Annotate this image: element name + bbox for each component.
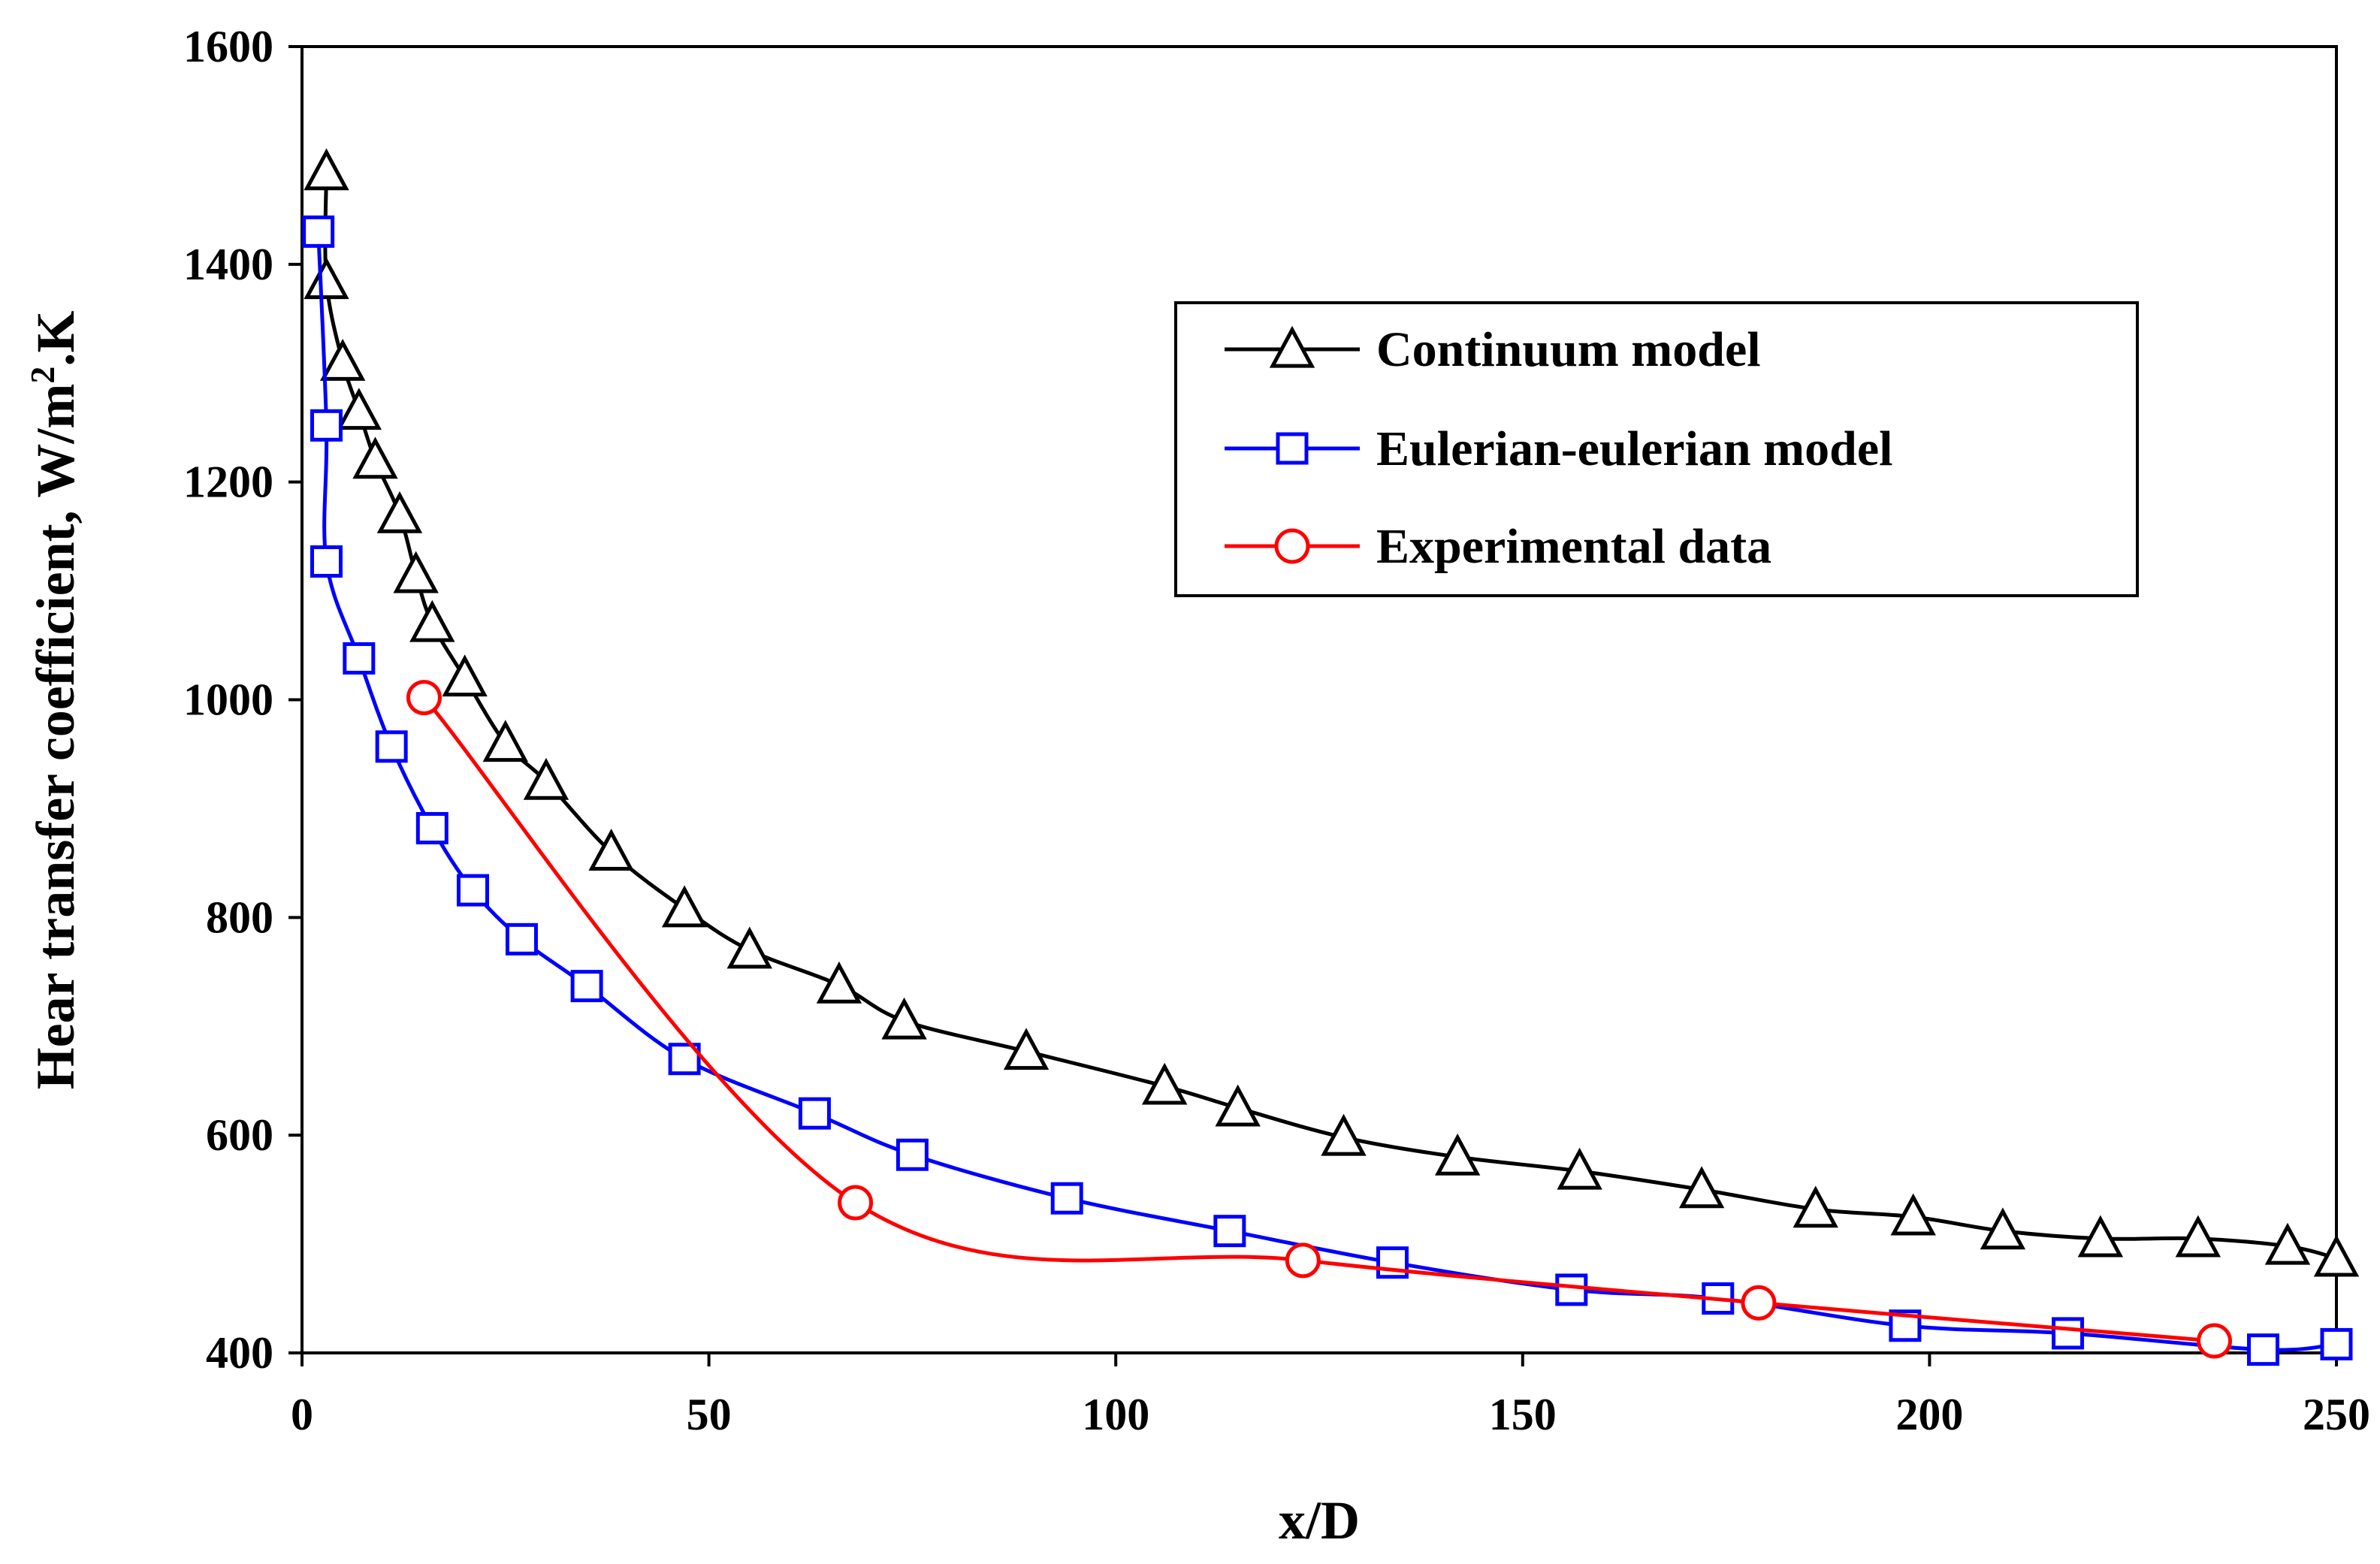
data-point-circle [838, 1185, 874, 1221]
legend-entries: Continuum model Eulerian-eulerian model Ex… [1225, 322, 1892, 574]
series-circle [406, 680, 2233, 1359]
data-point-triangle [881, 997, 927, 1040]
legend-marker-circle [1274, 528, 1310, 564]
y-tick-label: 1600 [183, 22, 273, 71]
y-axis-label-superscript: 2 [23, 367, 62, 384]
data-point-triangle [1434, 1133, 1481, 1176]
y-tick-label: 1000 [183, 675, 273, 725]
data-point-triangle [661, 885, 708, 928]
data-point-square [1555, 1273, 1588, 1306]
data-point-triangle [304, 257, 349, 300]
data-point-square [570, 970, 603, 1003]
x-tick-label: 150 [1489, 1390, 1557, 1439]
data-point-square [343, 642, 376, 675]
series-line [422, 696, 2215, 1343]
y-axis-label-suffix: .K [26, 311, 86, 367]
data-point-circle [2197, 1323, 2233, 1359]
data-point-triangle [523, 757, 569, 800]
data-point-circle [406, 680, 442, 716]
y-axis-label: Hear transfer coefficient, W/m2.K [23, 311, 86, 1090]
data-point-square [2320, 1327, 2353, 1360]
y-tick-label: 1200 [183, 457, 273, 507]
data-point-square [375, 730, 408, 763]
data-point-square [456, 874, 489, 907]
data-point-triangle [1678, 1166, 1725, 1209]
data-point-triangle [352, 436, 398, 479]
data-point-square [896, 1138, 929, 1171]
data-point-triangle [304, 148, 349, 191]
data-point-triangle [2313, 1234, 2360, 1277]
series-layer [302, 148, 2360, 1366]
data-point-triangle [1321, 1113, 1367, 1156]
legend-label: Eulerian-eulerian model [1376, 421, 1892, 476]
data-point-triangle [1003, 1028, 1050, 1070]
data-point-triangle [376, 491, 423, 533]
data-point-triangle [1557, 1147, 1602, 1190]
data-point-circle [1285, 1242, 1321, 1279]
data-point-triangle [588, 829, 634, 871]
data-point-triangle [409, 599, 455, 642]
x-axis-label: x/D [1279, 1490, 1360, 1550]
data-point-triangle [319, 339, 366, 381]
series-square [302, 215, 2353, 1366]
y-tick-label: 1400 [183, 240, 273, 289]
x-axis-ticks: 0 50 100 150 200 250 [291, 1353, 2370, 1439]
data-point-square [2247, 1333, 2280, 1366]
data-point-triangle [726, 926, 772, 969]
data-point-triangle [816, 961, 862, 1004]
x-tick-label: 50 [687, 1390, 732, 1439]
y-tick-label: 800 [206, 892, 273, 942]
legend: Continuum model Eulerian-eulerian model Ex… [1174, 301, 2139, 597]
data-point-triangle [2175, 1215, 2221, 1258]
data-point-square [302, 215, 335, 248]
x-tick-label: 250 [2303, 1390, 2370, 1439]
data-point-triangle [482, 720, 528, 762]
legend-label: Continuum model [1376, 322, 1761, 377]
data-point-square [415, 812, 449, 845]
data-point-square [310, 545, 343, 578]
x-tick-label: 100 [1082, 1390, 1149, 1439]
y-tick-label: 600 [206, 1110, 273, 1160]
data-point-triangle [2264, 1222, 2311, 1265]
legend-label: Experimental data [1376, 519, 1771, 574]
data-point-triangle [442, 654, 488, 697]
data-point-square [1050, 1182, 1083, 1215]
data-point-triangle [1890, 1193, 1936, 1236]
data-point-square [798, 1097, 831, 1130]
data-point-square [505, 922, 538, 956]
legend-marker-square [1276, 432, 1309, 465]
data-point-triangle [2077, 1215, 2124, 1258]
legend-marker-triangle [1269, 325, 1315, 368]
data-point-triangle [1980, 1207, 2026, 1250]
data-point-triangle [1793, 1185, 1838, 1228]
x-tick-label: 200 [1895, 1390, 1963, 1439]
y-tick-label: 400 [206, 1328, 273, 1378]
data-point-triangle [1141, 1062, 1188, 1105]
data-point-square [1213, 1215, 1246, 1248]
data-point-triangle [1215, 1084, 1261, 1127]
data-point-triangle [393, 551, 439, 593]
data-point-triangle [336, 388, 382, 430]
plot-area [301, 45, 2338, 1354]
x-tick-label: 0 [291, 1390, 313, 1439]
data-point-circle [1741, 1285, 1777, 1321]
series-triangle [304, 148, 2360, 1277]
data-point-square [2052, 1317, 2085, 1350]
y-axis-label-main: Hear transfer coefficient, W/m [26, 384, 86, 1090]
data-point-square [310, 409, 343, 442]
y-axis-ticks: 400 600 800 1000 1200 1400 1600 [183, 22, 302, 1378]
